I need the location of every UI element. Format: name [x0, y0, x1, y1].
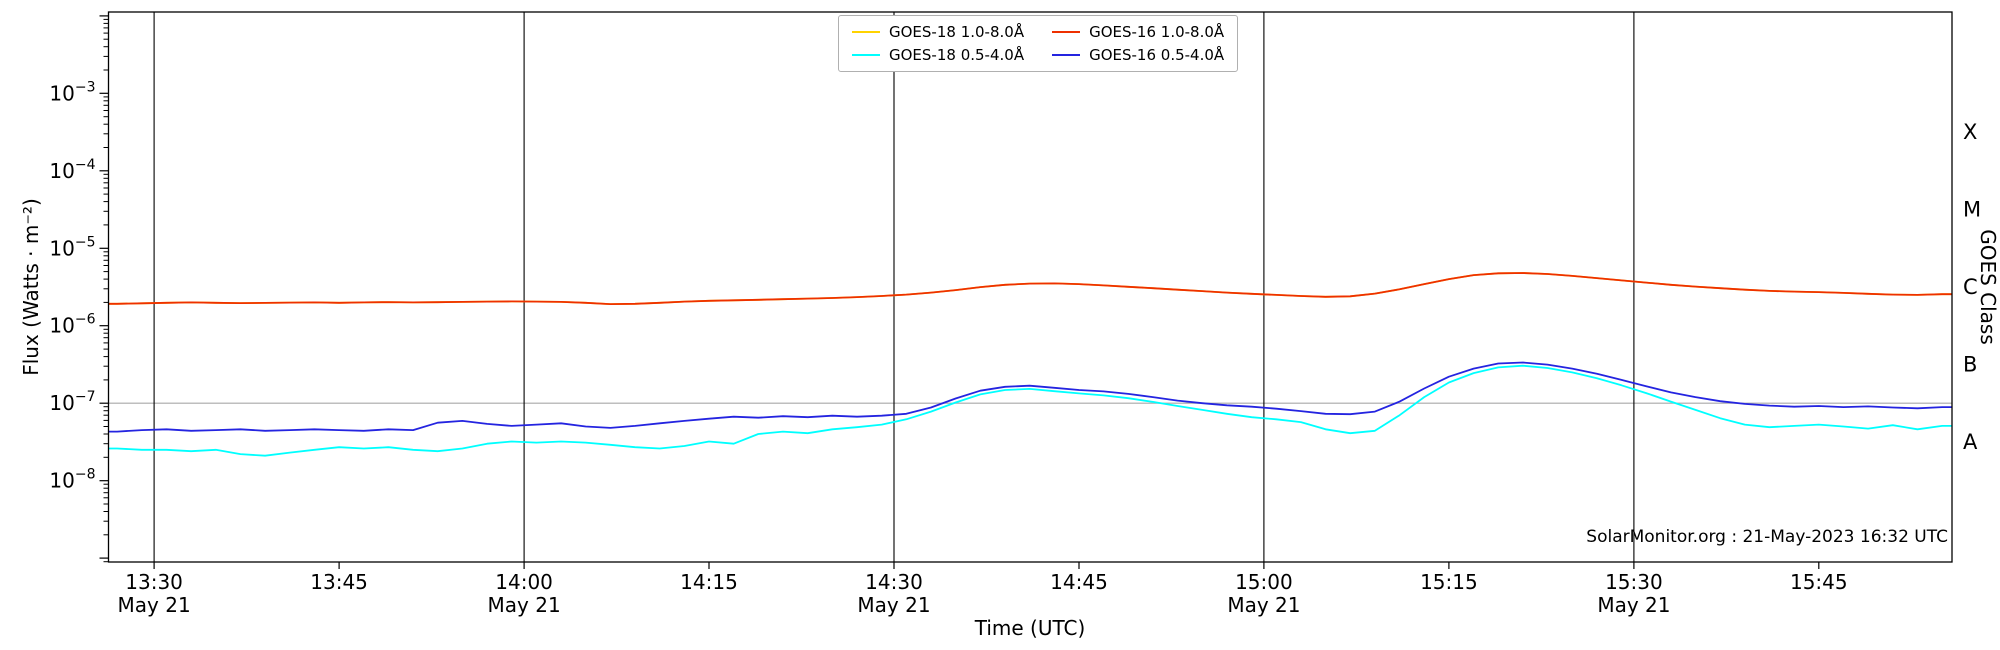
series-line-0 — [108, 272, 1952, 305]
legend-line-goes16-long — [1052, 31, 1081, 34]
x-tick-label: 15:45 — [1790, 570, 1848, 594]
x-tick-date-label: May 21 — [488, 593, 561, 617]
y-axis-label: Flux (Watts · m⁻²) — [19, 198, 43, 376]
goes-class-label-b: B — [1963, 353, 1977, 377]
legend-line-goes18-short — [852, 53, 880, 56]
series-line-3 — [108, 361, 1952, 433]
goes-class-label-c: C — [1963, 275, 1978, 299]
series-line-1 — [108, 364, 1952, 457]
time-marker-lines — [153, 12, 1635, 562]
y-axis-ticks: 10−8 10−7 10−6 10−5 10−4 10−3 — [49, 15, 109, 563]
plot-border — [107, 11, 1953, 563]
x-tick-date-label: May 21 — [1227, 593, 1300, 617]
credit-text: SolarMonitor.org : 21-May-2023 16:32 UTC — [1586, 527, 1948, 547]
x-tick-label: 13:45 — [310, 570, 368, 594]
goes-class-label-m: M — [1963, 198, 1981, 222]
legend-item-goes16-long: GOES-16 1.0-8.0Å — [1052, 24, 1224, 41]
legend-label-goes16-short: GOES-16 0.5-4.0Å — [1089, 45, 1225, 64]
y-tick-label: 10−4 — [49, 157, 95, 183]
x-tick-label: 14:45 — [1050, 570, 1108, 594]
x-tick-date-label: May 21 — [1597, 593, 1670, 617]
series-line-2 — [108, 272, 1952, 305]
series-lines — [108, 272, 1952, 457]
goes-class-label-x: X — [1963, 120, 1977, 144]
x-tick-label: 14:15 — [680, 570, 738, 594]
legend-label-goes18-short: GOES-18 0.5-4.0Å — [889, 45, 1025, 64]
x-tick-label: 15:00 — [1235, 570, 1293, 594]
x-axis-label: Time (UTC) — [974, 616, 1086, 640]
x-tick-label: 15:30 — [1605, 570, 1663, 594]
y-tick-label: 10−7 — [49, 389, 95, 415]
legend-line-goes18-long — [852, 31, 880, 34]
legend-line-goes16-short — [1052, 53, 1081, 56]
x-tick-label: 14:00 — [495, 570, 553, 594]
x-tick-label: 13:30 — [125, 570, 183, 594]
right-axis-label: GOES Class — [1976, 229, 2000, 345]
y-tick-label: 10−6 — [49, 312, 95, 338]
goes-class-labels: X M C B A — [1963, 120, 1981, 454]
x-tick-label: 14:30 — [865, 570, 923, 594]
legend: GOES-18 1.0-8.0Å GOES-18 0.5-4.0Å GOES-1… — [838, 15, 1239, 72]
x-tick-label: 15:15 — [1420, 570, 1478, 594]
y-tick-label: 10−5 — [49, 234, 95, 260]
goes-class-label-a: A — [1963, 430, 1978, 454]
y-tick-label: 10−3 — [49, 79, 95, 105]
x-tick-date-label: May 21 — [118, 593, 191, 617]
x-tick-date-label: May 21 — [857, 593, 930, 617]
legend-item-goes16-short: GOES-16 0.5-4.0Å — [1052, 45, 1225, 64]
legend-item-goes18-long: GOES-18 1.0-8.0Å — [852, 24, 1024, 41]
legend-label-goes18-long: GOES-18 1.0-8.0Å — [889, 23, 1025, 41]
legend-label-goes16-long: GOES-16 1.0-8.0Å — [1089, 23, 1225, 41]
y-tick-label: 10−8 — [49, 467, 95, 493]
legend-item-goes18-short: GOES-18 0.5-4.0Å — [852, 45, 1025, 64]
